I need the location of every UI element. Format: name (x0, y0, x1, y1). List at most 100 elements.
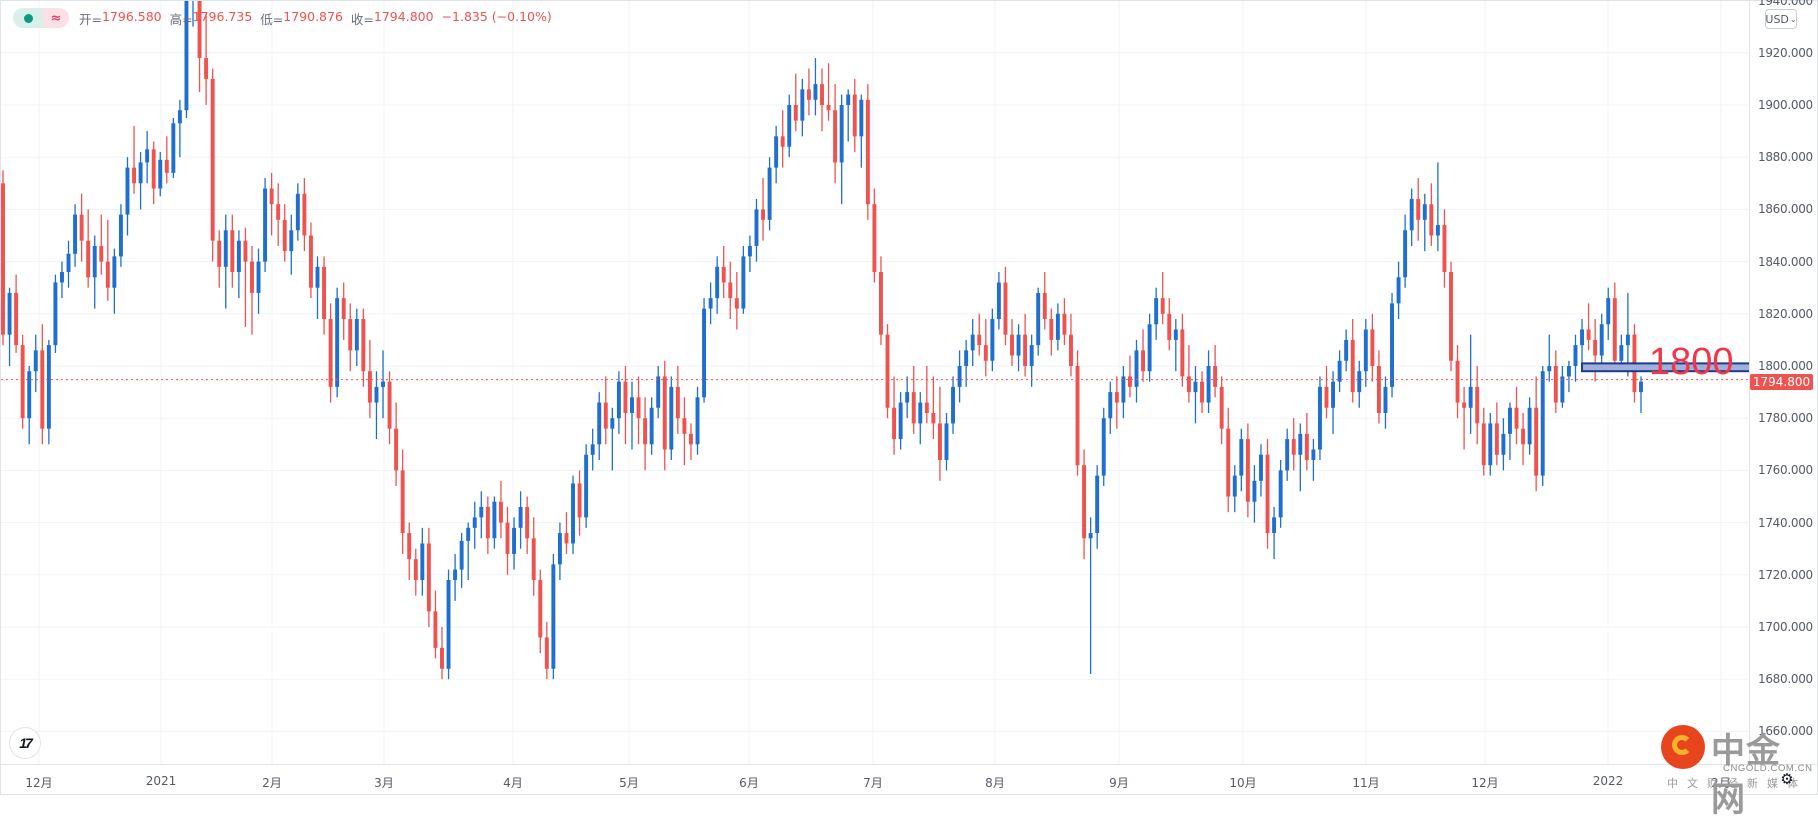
candle[interactable] (125, 157, 130, 236)
candle[interactable] (1363, 319, 1368, 387)
candle[interactable] (426, 527, 431, 627)
candle[interactable] (1593, 319, 1598, 382)
candle[interactable] (223, 214, 228, 309)
candle[interactable] (721, 245, 726, 299)
candle[interactable] (820, 68, 824, 132)
candle[interactable] (73, 204, 78, 267)
candle[interactable] (164, 136, 169, 184)
candle[interactable] (33, 334, 38, 393)
candle[interactable] (859, 94, 864, 168)
candle[interactable] (118, 204, 123, 267)
candle[interactable] (171, 118, 176, 179)
candle[interactable] (1245, 423, 1250, 518)
candle[interactable] (780, 110, 785, 168)
candle[interactable] (145, 131, 150, 184)
candle[interactable] (1154, 287, 1159, 340)
candle[interactable] (1003, 266, 1008, 346)
candle[interactable] (99, 214, 104, 275)
candle[interactable] (485, 496, 490, 554)
candle[interactable] (1599, 313, 1604, 372)
candle[interactable] (374, 371, 379, 440)
candle[interactable] (269, 172, 274, 236)
candle[interactable] (983, 319, 988, 377)
candle[interactable] (1167, 298, 1172, 351)
candle[interactable] (990, 308, 995, 372)
candle[interactable] (1219, 376, 1224, 445)
candle[interactable] (905, 376, 910, 419)
candle[interactable] (459, 533, 464, 588)
candle[interactable] (649, 397, 654, 455)
candle[interactable] (1108, 381, 1113, 434)
candle[interactable] (1639, 376, 1643, 413)
candle[interactable] (1612, 282, 1617, 372)
candle[interactable] (184, 1, 189, 119)
candle[interactable] (256, 248, 261, 314)
candle[interactable] (839, 94, 844, 205)
candle[interactable] (734, 272, 739, 330)
candle[interactable] (584, 444, 589, 528)
candle[interactable] (1547, 334, 1552, 382)
candle[interactable] (1553, 350, 1558, 413)
wave-icon[interactable]: ≈ (43, 8, 69, 28)
candle[interactable] (479, 491, 484, 539)
candle[interactable] (1114, 376, 1119, 429)
candle[interactable] (1095, 465, 1100, 549)
candle[interactable] (1337, 350, 1342, 393)
candle[interactable] (813, 58, 818, 116)
candle[interactable] (1560, 366, 1565, 408)
candle[interactable] (911, 366, 916, 434)
candle[interactable] (590, 428, 595, 471)
candle[interactable] (767, 157, 772, 231)
candle[interactable] (66, 240, 71, 288)
candle[interactable] (1566, 360, 1571, 393)
candle[interactable] (636, 376, 641, 445)
candle[interactable] (931, 376, 936, 440)
candle[interactable] (1422, 193, 1427, 252)
candle[interactable] (1396, 261, 1401, 320)
candle[interactable] (1285, 428, 1290, 481)
candle[interactable] (348, 303, 353, 372)
candle[interactable] (413, 548, 418, 596)
candle[interactable] (472, 501, 477, 549)
candle[interactable] (603, 376, 608, 445)
candle[interactable] (846, 89, 851, 142)
candle[interactable] (1350, 319, 1355, 403)
support-zone-1800[interactable] (1581, 362, 1749, 373)
candle[interactable] (466, 522, 471, 581)
candle[interactable] (453, 553, 458, 601)
candle[interactable] (826, 63, 831, 121)
candle[interactable] (1101, 407, 1106, 487)
candle[interactable] (1449, 261, 1453, 372)
candle[interactable] (741, 245, 746, 314)
candle[interactable] (806, 68, 811, 116)
candle[interactable] (1141, 329, 1146, 382)
candle[interactable] (354, 308, 359, 366)
candle[interactable] (754, 198, 759, 262)
candlestick-chart[interactable] (1, 1, 1749, 764)
candle[interactable] (1232, 465, 1237, 513)
candle[interactable] (1435, 162, 1440, 252)
candle[interactable] (1507, 402, 1512, 460)
candle[interactable] (1403, 214, 1408, 288)
candle[interactable] (433, 590, 438, 659)
candle[interactable] (892, 376, 897, 455)
candle[interactable] (367, 339, 372, 419)
candle[interactable] (1331, 371, 1336, 434)
candle[interactable] (531, 517, 536, 596)
series-toggle[interactable]: ≈ (13, 8, 69, 28)
candle[interactable] (1206, 350, 1211, 413)
candle[interactable] (282, 204, 287, 262)
candle[interactable] (964, 339, 969, 387)
candle[interactable] (1173, 319, 1178, 372)
candle[interactable] (1494, 402, 1499, 466)
candle[interactable] (1049, 308, 1054, 356)
candle[interactable] (381, 350, 385, 419)
candle[interactable] (1121, 366, 1126, 419)
candle[interactable] (872, 188, 877, 283)
candle[interactable] (1147, 313, 1152, 382)
candle[interactable] (597, 392, 602, 460)
candle[interactable] (669, 376, 674, 460)
candle[interactable] (407, 522, 412, 581)
candle[interactable] (643, 397, 648, 471)
candle[interactable] (1298, 423, 1303, 492)
